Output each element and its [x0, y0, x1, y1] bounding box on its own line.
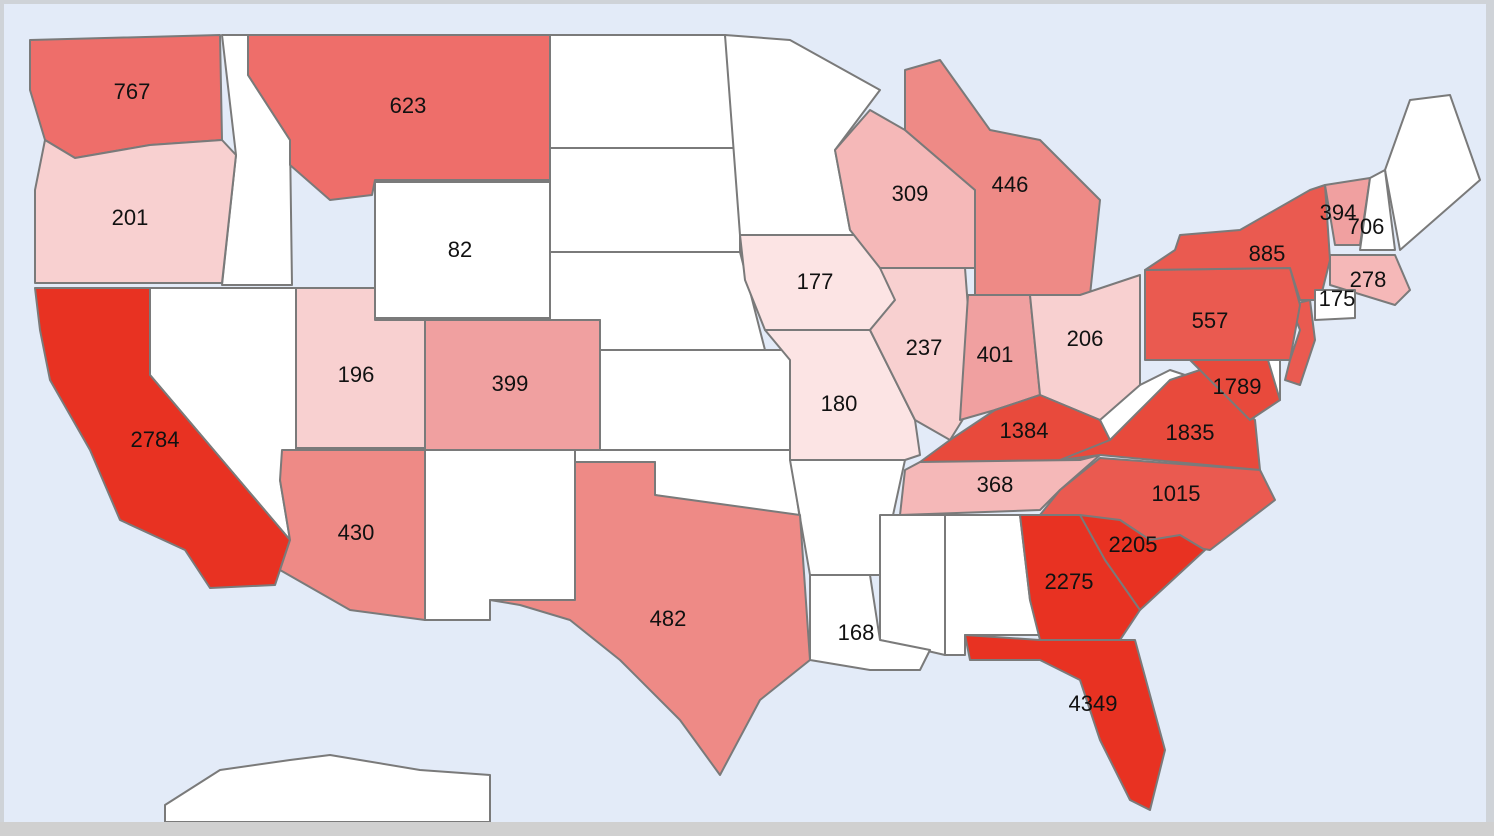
regions: 767 623 201 82 2784 196 399 430 482 177 180 237 309 4…	[29, 34, 1411, 811]
state	[1019, 514, 1141, 641]
value-label: 368	[977, 472, 1014, 497]
value-label: 706	[1348, 214, 1385, 239]
state	[489, 461, 811, 776]
state	[549, 34, 741, 149]
value-label: 623	[390, 93, 427, 118]
value-label: 309	[892, 181, 929, 206]
state	[1314, 289, 1356, 321]
value-label: 557	[1192, 308, 1229, 333]
state	[964, 634, 1166, 811]
value-label: 767	[114, 79, 151, 104]
value-label: 399	[492, 371, 529, 396]
state	[869, 267, 976, 441]
value-label: 2784	[131, 427, 180, 452]
value-label: 1015	[1152, 481, 1201, 506]
value-label: 482	[650, 606, 687, 631]
value-label: 180	[821, 391, 858, 416]
state	[1329, 254, 1411, 306]
state	[599, 349, 791, 451]
unvalued-states	[149, 34, 1481, 823]
value-label: 82	[448, 237, 472, 262]
state	[549, 147, 741, 253]
state	[879, 514, 946, 656]
value-label: 278	[1350, 267, 1387, 292]
state	[424, 319, 601, 451]
value-label: 4349	[1069, 691, 1118, 716]
value-label: 394	[1320, 200, 1357, 225]
state	[899, 454, 1101, 516]
state	[34, 139, 237, 284]
state	[374, 181, 551, 319]
state	[424, 449, 576, 621]
state	[809, 574, 931, 671]
value-label: 201	[112, 205, 149, 230]
state	[904, 59, 1101, 296]
state	[279, 449, 426, 621]
value-label: 168	[838, 620, 875, 645]
value-label: 206	[1067, 326, 1104, 351]
state	[34, 287, 291, 589]
state	[247, 34, 551, 201]
value-label: 885	[1249, 241, 1286, 266]
bottom-strip	[0, 822, 1494, 836]
value-label: 175	[1319, 286, 1356, 311]
value-label: 1789	[1213, 374, 1262, 399]
value-label: 177	[797, 269, 834, 294]
value-label: 2205	[1109, 532, 1158, 557]
value-label: 401	[977, 342, 1014, 367]
value-label: 196	[338, 362, 375, 387]
value-label: 446	[992, 172, 1029, 197]
value-label: 1384	[1000, 418, 1049, 443]
value-label: 237	[906, 335, 943, 360]
state	[1284, 299, 1316, 386]
state	[1384, 94, 1481, 251]
value-label: 1835	[1166, 420, 1215, 445]
value-label: 2275	[1045, 569, 1094, 594]
value-label: 430	[338, 520, 375, 545]
state	[1359, 169, 1396, 251]
